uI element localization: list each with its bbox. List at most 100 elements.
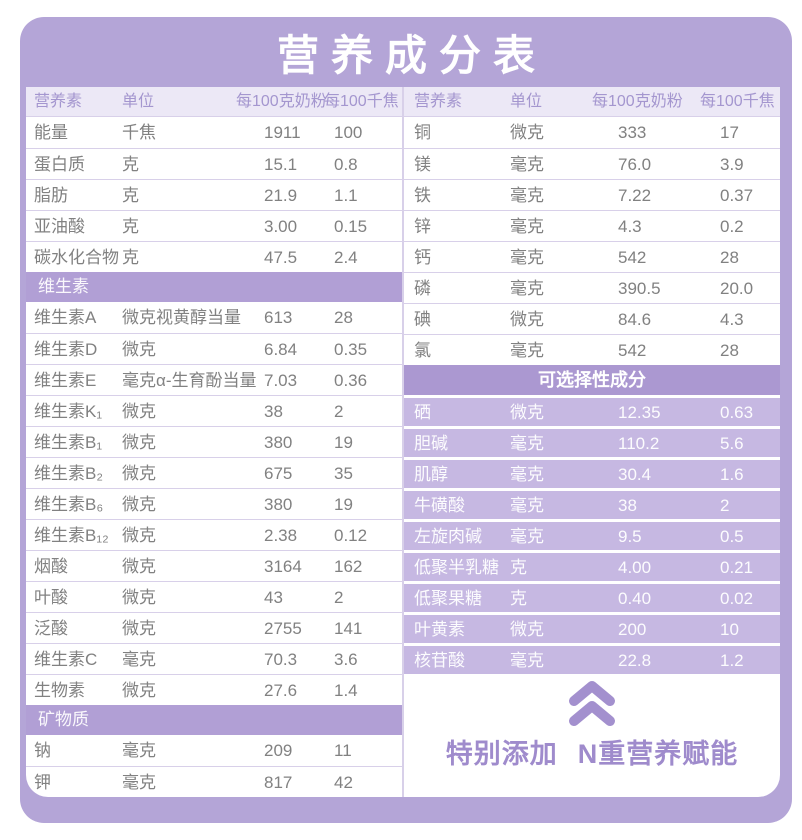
nutrient-name: 镁 (414, 154, 431, 174)
table-row: 维生素B₁₂ 微克 2.38 0.12 (26, 519, 402, 550)
nutrient-name: 维生素B₆ (34, 494, 104, 514)
value-per-100g: 43 (264, 587, 283, 607)
table-row: 生物素 微克 27.6 1.4 (26, 674, 402, 705)
table-row: 维生素A 微克视黄醇当量 613 28 (26, 302, 402, 333)
section-header: 维生素 (26, 272, 402, 302)
value-per-100kj: 1.2 (720, 650, 744, 670)
unit: 克 (122, 185, 139, 205)
unit: 毫克 (510, 154, 544, 174)
section-header: 矿物质 (26, 705, 402, 735)
unit: 克 (122, 247, 139, 267)
value-per-100kj: 2 (334, 401, 344, 421)
column-header: 营养素 (414, 92, 463, 110)
unit: 毫克 (510, 495, 544, 515)
value-per-100kj: 100 (334, 123, 363, 142)
column-header: 营养素 (34, 92, 83, 110)
value-per-100g: 9.5 (618, 526, 642, 546)
value-per-100g: 84.6 (618, 309, 652, 329)
nutrient-name: 氯 (414, 340, 431, 360)
table-row: 肌醇 毫克 30.4 1.6 (404, 457, 780, 488)
nutrient-name: 维生素E (34, 370, 97, 390)
unit: 毫克 (122, 741, 156, 760)
value-per-100g: 0.40 (618, 588, 652, 608)
value-per-100g: 110.2 (618, 433, 660, 453)
value-per-100g: 1911 (264, 123, 301, 142)
column-header: 每100千焦 (324, 92, 399, 110)
nutrient-name: 烟酸 (34, 556, 68, 576)
nutrient-name: 蛋白质 (34, 154, 85, 174)
nutrient-name: 能量 (34, 123, 68, 142)
table-row: 维生素K₁ 微克 38 2 (26, 395, 402, 426)
value-per-100kj: 3.9 (720, 154, 744, 174)
value-per-100kj: 0.35 (334, 339, 368, 359)
value-per-100kj: 0.36 (334, 370, 368, 390)
value-per-100g: 200 (618, 619, 647, 639)
value-per-100g: 333 (618, 123, 647, 142)
unit: 克 (122, 154, 139, 174)
unit: 毫克 (510, 433, 544, 453)
nutrient-name: 低聚果糖 (414, 588, 482, 608)
page-title: 营养成分表 (276, 30, 547, 80)
value-per-100kj: 11 (334, 741, 352, 760)
value-per-100kj: 0.21 (720, 557, 754, 577)
nutrient-name: 硒 (414, 402, 431, 422)
table-row: 烟酸 微克 3164 162 (26, 550, 402, 581)
value-per-100kj: 4.3 (720, 309, 744, 329)
value-per-100g: 22.8 (618, 650, 652, 670)
value-per-100g: 6.84 (264, 339, 298, 359)
value-per-100g: 76.0 (618, 154, 652, 174)
unit: 克 (510, 557, 527, 577)
value-per-100g: 21.9 (264, 185, 298, 205)
value-per-100g: 380 (264, 494, 293, 514)
table-row: 锌 毫克 4.3 0.2 (404, 210, 780, 241)
value-per-100g: 2755 (264, 618, 302, 638)
nutrient-name: 叶黄素 (414, 619, 465, 639)
value-per-100kj: 0.63 (720, 402, 754, 422)
nutrient-name: 维生素C (34, 649, 98, 669)
value-per-100kj: 17 (720, 123, 739, 142)
table-row: 镁 毫克 76.0 3.9 (404, 148, 780, 179)
value-per-100g: 542 (618, 340, 647, 360)
unit: 微克 (122, 463, 156, 483)
table-divider (402, 87, 404, 797)
value-per-100g: 38 (264, 401, 283, 421)
nutrient-name: 脂肪 (34, 185, 68, 205)
value-per-100kj: 0.8 (334, 154, 358, 174)
value-per-100g: 390.5 (618, 278, 661, 298)
value-per-100kj: 0.37 (720, 185, 754, 205)
nutrient-name: 肌醇 (414, 464, 448, 484)
nutrient-name: 维生素D (34, 339, 98, 359)
nutrient-name: 钾 (34, 772, 51, 792)
nutrient-name: 碳水化合物 (34, 247, 119, 267)
table-row: 氯 毫克 542 28 (404, 334, 780, 365)
value-per-100kj: 162 (334, 556, 363, 576)
table-row: 叶黄素 微克 200 10 (404, 612, 780, 643)
value-per-100kj: 20.0 (720, 278, 754, 298)
unit: 毫克α-生育酚当量 (122, 370, 257, 390)
special-note: 特别添加 N重营养赋能 (404, 674, 780, 797)
column-header: 每100克奶粉 (236, 92, 327, 110)
nutrient-name: 牛磺酸 (414, 495, 465, 515)
nutrient-name: 泛酸 (34, 618, 68, 638)
value-per-100g: 3.00 (264, 216, 298, 236)
table-row: 泛酸 微克 2755 141 (26, 612, 402, 643)
value-per-100kj: 1.1 (334, 185, 358, 205)
value-per-100kj: 0.2 (720, 216, 744, 236)
value-per-100g: 7.22 (618, 185, 652, 205)
special-note-label: 特别添加 (445, 739, 558, 769)
value-per-100g: 38 (618, 495, 637, 515)
right-table-header: 营养素 单位 每100克奶粉 每100千焦 (404, 87, 780, 117)
column-header: 每100千焦 (700, 92, 775, 110)
table-row: 维生素E 毫克α-生育酚当量 7.03 0.36 (26, 364, 402, 395)
unit: 微克 (122, 401, 156, 421)
table-row: 维生素B₁ 微克 380 19 (26, 426, 402, 457)
nutrition-card: 营养成分表 营养素 单位 每100克奶粉 每100千焦 能量 千焦 1911 100 蛋白质克… (20, 17, 792, 823)
nutrient-name: 维生素A (34, 308, 97, 327)
table-row: 钾 毫克 817 42 (26, 766, 402, 797)
special-note-text: 特别添加 N重营养赋能 (446, 732, 739, 771)
value-per-100g: 675 (264, 463, 293, 483)
nutrient-name: 维生素K₁ (34, 401, 103, 421)
unit: 微克 (122, 618, 156, 638)
nutrient-name: 碘 (414, 309, 431, 329)
unit: 微克 (510, 402, 544, 422)
